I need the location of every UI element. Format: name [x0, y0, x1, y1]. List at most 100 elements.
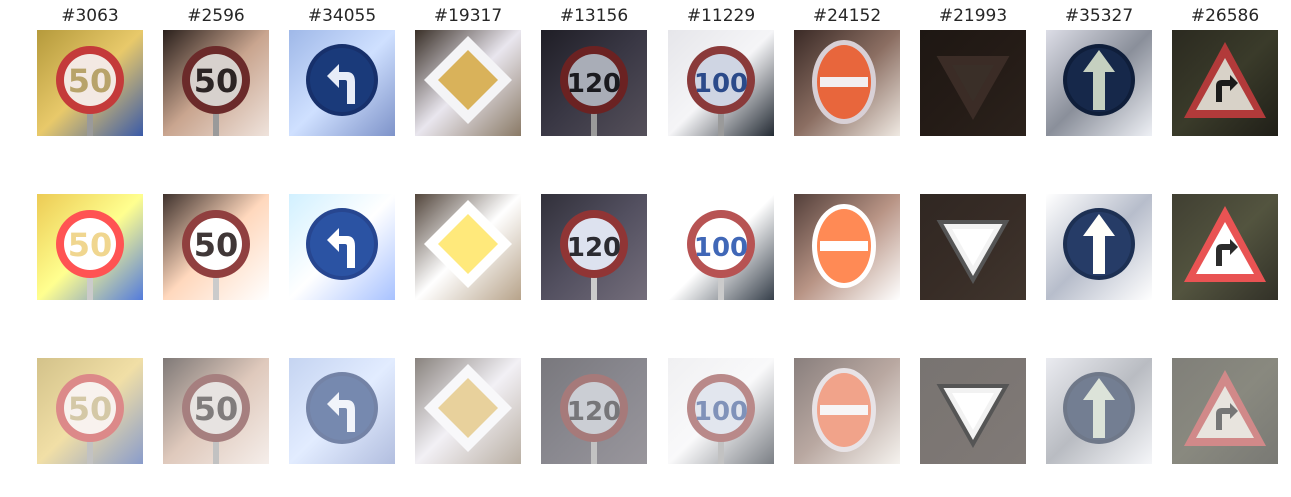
sign-bar — [820, 241, 868, 251]
sign-pole — [718, 108, 724, 136]
sign-number: 100 — [694, 397, 748, 427]
sign-pole — [718, 436, 724, 464]
sign-pole — [87, 108, 93, 136]
sign-face — [695, 54, 747, 106]
sign-image: 120 — [541, 194, 647, 300]
curve-right-icon — [1216, 239, 1238, 266]
sign-face — [438, 50, 498, 110]
column-title: #13156 — [559, 6, 629, 26]
sign-image: 50 — [163, 358, 269, 464]
sign-face — [64, 54, 116, 106]
sign-image — [1046, 358, 1152, 464]
curve-right-icon — [1216, 75, 1238, 102]
sign-image-tile: 100 — [668, 30, 774, 136]
column-title: #26586 — [1190, 6, 1260, 26]
sign-image-tile — [920, 194, 1026, 300]
sign-image-tile — [1172, 358, 1278, 464]
sign-number: 50 — [68, 390, 113, 428]
sign-image-tile: 120 — [541, 358, 647, 464]
sign-image-tile: 100 — [668, 358, 774, 464]
arrow-left-turn-icon — [327, 228, 355, 268]
sign-pole — [213, 436, 219, 464]
column-title: #11229 — [686, 6, 756, 26]
sign-face — [695, 218, 747, 270]
sign-image-tile — [1172, 30, 1278, 136]
arrow-up-icon — [1083, 50, 1115, 110]
column-title: #35327 — [1064, 6, 1134, 26]
sign-number: 50 — [194, 390, 239, 428]
column-title: #34055 — [307, 6, 377, 26]
sign-number: 50 — [194, 62, 239, 100]
sign-face — [190, 54, 242, 106]
sign-image — [1172, 194, 1278, 300]
sign-image-tile: 50 — [163, 358, 269, 464]
sign-image: 50 — [37, 194, 143, 300]
sign-image-tile: 120 — [541, 30, 647, 136]
sign-image-tile — [794, 194, 900, 300]
sign-pole — [213, 108, 219, 136]
sign-face — [64, 218, 116, 270]
sign-image-tile: 50 — [37, 194, 143, 300]
sign-image: 50 — [37, 358, 143, 464]
sign-number: 50 — [194, 226, 239, 264]
sign-image-tile — [920, 358, 1026, 464]
sign-image-tile: 50 — [37, 30, 143, 136]
curve-right-icon — [1216, 403, 1238, 430]
sign-number: 100 — [694, 233, 748, 263]
sign-face — [568, 54, 620, 106]
sign-face — [190, 382, 242, 434]
sign-image-tile — [415, 358, 521, 464]
sign-image — [794, 30, 900, 136]
sign-image: 100 — [668, 358, 774, 464]
sign-image-tile — [1046, 30, 1152, 136]
column-title: #2596 — [187, 6, 245, 26]
sign-image-tile: 100 — [668, 194, 774, 300]
sign-number: 120 — [567, 397, 621, 427]
yield-face — [952, 393, 994, 430]
sign-face — [568, 382, 620, 434]
sign-image — [1172, 30, 1278, 136]
sign-face — [64, 382, 116, 434]
sign-bar — [820, 77, 868, 87]
sign-image-tile — [1046, 358, 1152, 464]
sign-image-tile: 50 — [163, 30, 269, 136]
sign-bar — [820, 405, 868, 415]
sign-image-tile — [794, 358, 900, 464]
arrow-left-turn-icon — [327, 64, 355, 104]
sign-image: 100 — [668, 194, 774, 300]
arrow-left-turn-icon — [327, 392, 355, 432]
sign-face — [695, 382, 747, 434]
sign-image-tile: 50 — [163, 194, 269, 300]
sign-image — [289, 358, 395, 464]
sign-image — [794, 194, 900, 300]
sign-pole — [718, 272, 724, 300]
column-title: #21993 — [938, 6, 1008, 26]
sign-image: 100 — [668, 30, 774, 136]
sign-pole — [591, 436, 597, 464]
sign-image-tile — [289, 30, 395, 136]
sign-image-tile — [794, 30, 900, 136]
sign-pole — [87, 272, 93, 300]
sign-image-tile — [289, 358, 395, 464]
arrow-up-icon — [1083, 378, 1115, 438]
sign-image: 50 — [37, 30, 143, 136]
sign-image-tile — [415, 194, 521, 300]
sign-image — [415, 194, 521, 300]
arrow-up-icon — [1083, 214, 1115, 274]
sign-image — [415, 30, 521, 136]
sign-number: 50 — [68, 62, 113, 100]
sign-image — [1172, 358, 1278, 464]
sign-image-tile — [415, 30, 521, 136]
sign-pole — [591, 272, 597, 300]
sign-number: 50 — [68, 226, 113, 264]
sign-image — [920, 358, 1026, 464]
column-title: #24152 — [812, 6, 882, 26]
sign-image: 50 — [163, 30, 269, 136]
sign-image — [415, 358, 521, 464]
sign-image — [289, 194, 395, 300]
sign-image-tile — [920, 30, 1026, 136]
yield-face — [952, 229, 994, 266]
yield-face — [952, 65, 994, 102]
sign-number: 120 — [567, 69, 621, 99]
